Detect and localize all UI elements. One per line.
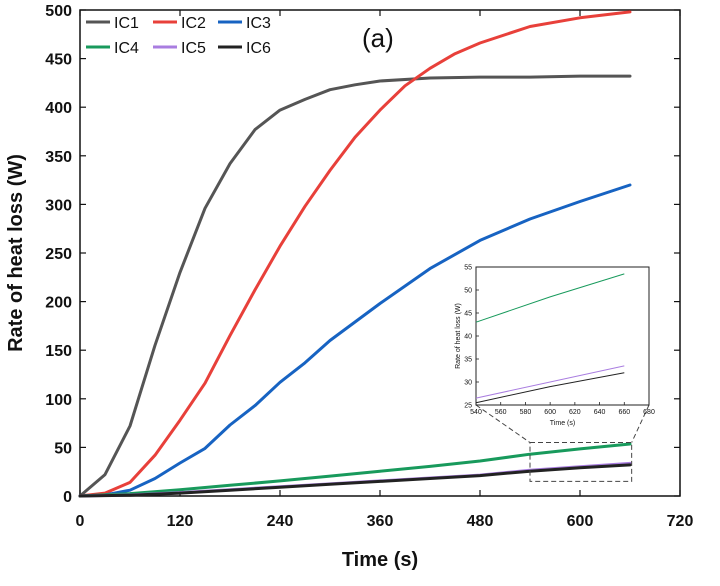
inset-y-tick-label: 40 xyxy=(464,334,472,341)
zoom-region-box xyxy=(529,442,633,482)
legend-label-ic4: IC4 xyxy=(114,40,139,57)
x-tick-label: 0 xyxy=(76,513,85,530)
y-tick-label: 250 xyxy=(45,246,72,263)
series-line-ic6 xyxy=(78,463,632,498)
legend-label-ic6: IC6 xyxy=(246,40,271,57)
y-tick-label: 450 xyxy=(45,52,72,69)
y-tick-label: 50 xyxy=(54,440,72,457)
legend-label-ic2: IC2 xyxy=(181,15,206,32)
inset-chart: 540 560 580 600 620 640 660 680 25 30 35 40 45 50 55 Ti… xyxy=(455,265,655,428)
inset-x-axis-title: Time (s) xyxy=(550,420,575,427)
inset-y-tick-label: 35 xyxy=(464,357,472,364)
y-tick-label: 100 xyxy=(45,392,72,409)
inset-x-tick-label: 580 xyxy=(520,409,532,416)
x-axis-title: Time (s) xyxy=(342,549,418,571)
x-axis-ticks: 0 120 240 360 480 600 720 xyxy=(76,10,694,530)
y-tick-label: 0 xyxy=(63,489,72,506)
zoom-connector-left xyxy=(475,404,531,443)
inset-y-tick-label: 45 xyxy=(464,311,472,318)
inset-x-tick-label: 560 xyxy=(495,409,507,416)
inset-frame xyxy=(475,266,650,406)
inset-x-tick-label: 540 xyxy=(470,409,482,416)
inset-x-tick-label: 640 xyxy=(594,409,606,416)
x-tick-label: 600 xyxy=(567,513,594,530)
inset-y-axis-title: Rate of heat loss (W) xyxy=(455,303,462,369)
inset-series-line-ic6 xyxy=(475,372,625,404)
y-tick-label: 400 xyxy=(45,100,72,117)
inset-y-tick-label: 30 xyxy=(464,380,472,387)
inset-x-tick-label: 680 xyxy=(643,409,655,416)
series-line-ic3 xyxy=(78,183,632,498)
inset-y-tick-label: 50 xyxy=(464,288,472,295)
series-line-ic1 xyxy=(78,74,632,498)
x-tick-label: 360 xyxy=(367,513,394,530)
x-tick-label: 480 xyxy=(467,513,494,530)
y-tick-label: 300 xyxy=(45,197,72,214)
series-line-ic4 xyxy=(78,442,632,498)
x-tick-label: 240 xyxy=(267,513,294,530)
panel-label: (a) xyxy=(362,23,394,53)
zoom-indicator xyxy=(475,404,650,482)
legend-label-ic1: IC1 xyxy=(114,15,139,32)
legend-label-ic3: IC3 xyxy=(246,15,271,32)
inset-series-line-ic4 xyxy=(475,273,625,323)
y-tick-label: 500 xyxy=(45,3,72,20)
zoom-connector-right xyxy=(631,404,650,443)
legend-label-ic5: IC5 xyxy=(181,40,206,57)
x-tick-label: 120 xyxy=(167,513,194,530)
series-layer xyxy=(78,10,632,498)
inset-series-line-ic5 xyxy=(475,365,625,399)
plot-area xyxy=(79,9,681,497)
inset-y-tick-label: 55 xyxy=(464,265,472,272)
inset-y-tick-label: 25 xyxy=(464,403,472,410)
y-tick-label: 150 xyxy=(45,343,72,360)
y-axis-ticks: 0 50 100 150 200 250 300 350 400 450 500 xyxy=(45,3,680,506)
y-axis-title: Rate of heat loss (W) xyxy=(5,154,27,352)
inset-x-tick-label: 620 xyxy=(569,409,581,416)
y-tick-label: 350 xyxy=(45,149,72,166)
y-tick-label: 200 xyxy=(45,295,72,312)
inset-x-tick-label: 660 xyxy=(618,409,630,416)
series-line-ic2 xyxy=(78,10,632,498)
plot-frame xyxy=(79,9,681,497)
x-tick-label: 720 xyxy=(667,513,694,530)
inset-x-tick-label: 600 xyxy=(544,409,556,416)
legend: IC1 IC2 IC3 IC4 IC5 IC6 xyxy=(86,15,271,57)
